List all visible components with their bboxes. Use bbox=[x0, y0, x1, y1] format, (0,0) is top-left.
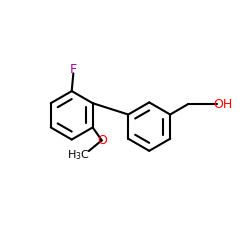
Text: O: O bbox=[97, 134, 107, 147]
Text: OH: OH bbox=[214, 98, 233, 111]
Text: F: F bbox=[70, 63, 77, 76]
Text: H$_3$C: H$_3$C bbox=[67, 148, 90, 162]
